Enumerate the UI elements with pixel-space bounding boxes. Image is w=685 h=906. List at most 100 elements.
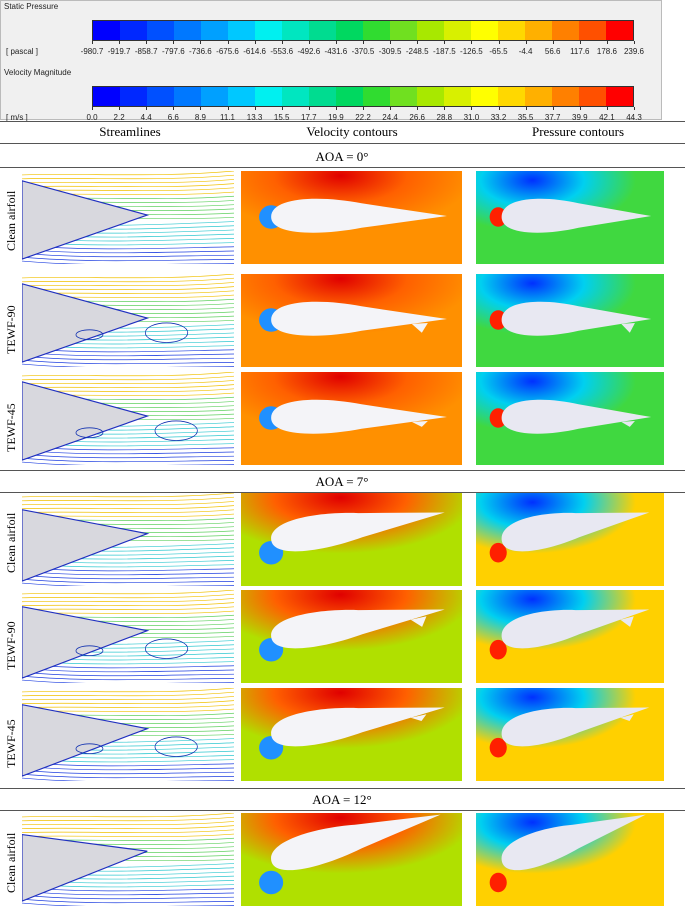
colorbar-tick-label: 28.8 [436, 113, 453, 122]
pressure-contour-image [476, 372, 664, 465]
colorbar-tick-label: 0.0 [86, 113, 98, 122]
column-header: Streamlines [99, 124, 161, 139]
colorbar-tick-label: 39.9 [572, 113, 588, 122]
colorbar-tick-label: 35.5 [517, 113, 534, 122]
colorbar-tick-label: 31.0 [463, 113, 480, 122]
colorbar-tick-label: 11.1 [220, 113, 235, 122]
colorbar-tick [579, 41, 581, 44]
colorbar-tick-label: 2.2 [113, 113, 125, 122]
colorbar-tick [254, 107, 256, 110]
pressure-contour-image [476, 813, 664, 906]
colorbar-tick-label: -126.5 [460, 47, 483, 56]
colorbar-unit: [ pascal ] [6, 47, 39, 56]
velocity-contour-image [241, 493, 462, 586]
velocity-contour-image [241, 590, 462, 683]
colorbar-tick-label: 15.5 [273, 113, 290, 122]
streamline-image [22, 274, 234, 367]
colorbar-tick-label: 6.6 [167, 113, 179, 122]
colorbar-tick-label: -553.6 [270, 47, 294, 56]
streamline-image [22, 813, 234, 906]
streamline-image [22, 590, 234, 683]
colorbar-tick-label: 19.9 [328, 113, 344, 122]
rule [0, 788, 685, 789]
colorbar-tick [227, 41, 229, 44]
colorbar-tick-label: 178.6 [596, 47, 617, 56]
colorbar-tick-label: -614.6 [243, 47, 266, 56]
colorbar-tick-label: 26.6 [409, 113, 425, 122]
colorbar-tick [444, 107, 446, 110]
velocity-contour-image [241, 171, 462, 264]
rule [0, 810, 685, 811]
colorbar-tick [498, 107, 500, 110]
colorbar-title: Velocity Magnitude [4, 68, 72, 77]
colorbar-tick [471, 41, 473, 44]
streamline-image [22, 493, 234, 586]
pressure-contour-image [476, 171, 664, 264]
rule [0, 143, 685, 144]
colorbar-tick-label: -309.5 [378, 47, 402, 56]
colorbar-tick-label: 17.7 [301, 113, 317, 122]
pressure-contour-image [476, 590, 664, 683]
velocity-contour-image [241, 688, 462, 781]
colorbar-tick [335, 107, 337, 110]
colorbar-tick [146, 107, 148, 110]
column-header: Pressure contours [531, 124, 625, 139]
colorbar-tick-label: -797.6 [161, 47, 185, 56]
pressure-contour-image [476, 688, 664, 781]
section-title: AOA = 0° [315, 149, 369, 164]
colorbar-tick [471, 107, 473, 110]
colorbar-tick-label: 44.3 [626, 113, 642, 122]
colorbar-tick-label: -980.7 [80, 47, 104, 56]
colorbar-tick [281, 41, 283, 44]
colorbar-tick [254, 41, 256, 44]
colorbar-tick [390, 107, 392, 110]
rule [0, 470, 685, 471]
colorbar-tick-label: -370.5 [351, 47, 375, 56]
row-label: TEWF-90 [4, 305, 18, 354]
colorbar-tick [281, 107, 283, 110]
rule [0, 167, 685, 168]
colorbar-tick [552, 107, 554, 110]
colorbar-tick [444, 41, 446, 44]
colorbar-tick-label: 24.4 [382, 113, 398, 122]
colorbar-tick [92, 107, 93, 110]
colorbar-tick-label: -248.5 [405, 47, 429, 56]
colorbar-tick [525, 107, 527, 110]
streamline-image [22, 171, 234, 264]
colorbar-tick-label: 239.6 [623, 47, 645, 56]
row-label: Clean airfoil [4, 190, 18, 251]
row-label: TEWF-45 [4, 403, 18, 452]
colorbar-tick [606, 41, 608, 44]
colorbar-tick [173, 41, 175, 44]
colorbar-tick-label: 13.3 [246, 113, 263, 122]
colorbar-tick-label: 42.1 [599, 113, 615, 122]
colorbar-tick-label: -675.6 [216, 47, 239, 56]
colorbar-title: Static Pressure [4, 2, 59, 11]
colorbar-tick [308, 41, 310, 44]
velocity-contour-image [241, 274, 462, 367]
colorbar-tick [335, 41, 337, 44]
colorbar-tick [227, 107, 229, 110]
colorbar-tick-label: -431.6 [324, 47, 348, 56]
colorbar-tick-label: -736.6 [189, 47, 212, 56]
row-label: TEWF-45 [4, 719, 18, 768]
colorbar-unit: [ m/s ] [6, 113, 28, 122]
colorbar-tick [579, 107, 581, 110]
section-title: AOA = 7° [315, 474, 369, 489]
colorbar-tick [498, 41, 500, 44]
colorbar-tick [119, 41, 121, 44]
colorbar-tick [552, 41, 554, 44]
colorbar-tick [606, 107, 608, 110]
colorbar-tick-label: 4.4 [140, 113, 152, 122]
colorbar-tick-label: 37.7 [544, 113, 561, 122]
colorbar-tick [634, 107, 635, 110]
colorbar-tick [146, 41, 148, 44]
colorbar-tick [417, 41, 419, 44]
colorbar-tick [363, 41, 364, 44]
rule [0, 121, 685, 122]
streamline-image [22, 688, 234, 781]
colorbar-tick [173, 107, 175, 110]
colorbar-tick-label: -858.7 [134, 47, 158, 56]
velocity-contour-image [241, 813, 462, 906]
